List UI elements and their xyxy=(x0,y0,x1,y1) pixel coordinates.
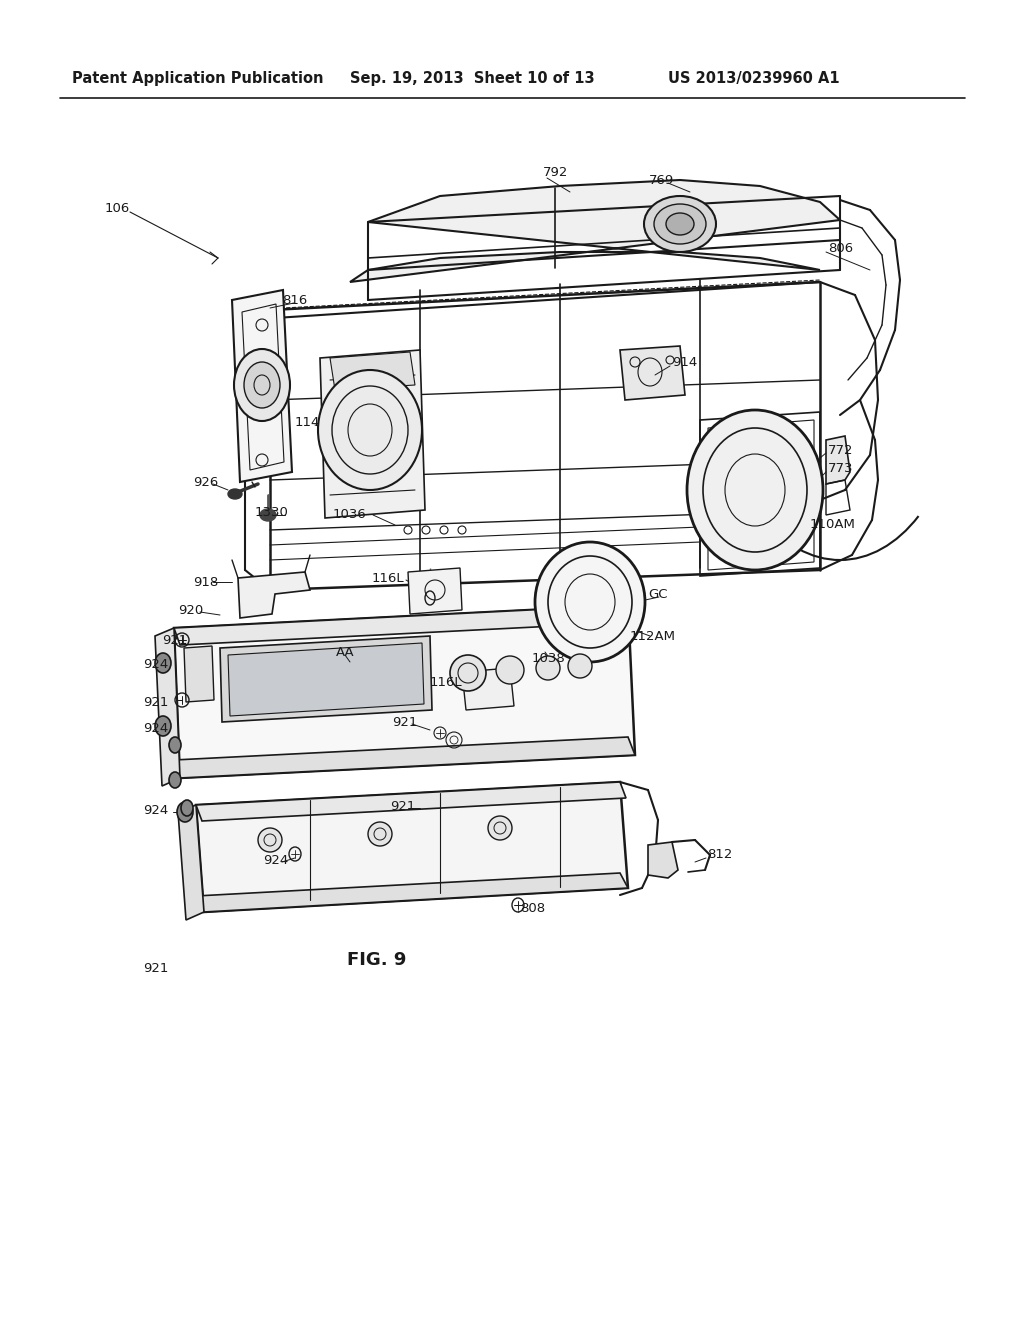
Text: 924: 924 xyxy=(143,804,168,817)
Text: 924: 924 xyxy=(143,722,168,734)
Polygon shape xyxy=(408,568,462,614)
Text: 808: 808 xyxy=(520,902,545,915)
Polygon shape xyxy=(178,805,204,920)
Ellipse shape xyxy=(536,656,560,680)
Text: 1036: 1036 xyxy=(333,508,367,521)
Ellipse shape xyxy=(368,822,392,846)
Ellipse shape xyxy=(687,411,823,570)
Ellipse shape xyxy=(169,772,181,788)
Text: 921: 921 xyxy=(392,715,418,729)
Ellipse shape xyxy=(318,370,422,490)
Polygon shape xyxy=(228,643,424,715)
Ellipse shape xyxy=(228,488,242,499)
Text: 769: 769 xyxy=(649,173,674,186)
Text: 921: 921 xyxy=(143,961,168,974)
Text: GC: GC xyxy=(648,587,668,601)
Text: US 2013/0239960 A1: US 2013/0239960 A1 xyxy=(668,70,840,86)
Text: 918: 918 xyxy=(193,576,218,589)
Ellipse shape xyxy=(244,362,280,408)
Text: 926: 926 xyxy=(193,475,218,488)
Text: AA: AA xyxy=(336,645,354,659)
Polygon shape xyxy=(174,737,635,777)
Polygon shape xyxy=(184,645,214,702)
Polygon shape xyxy=(620,346,685,400)
Ellipse shape xyxy=(450,655,486,690)
Text: 1038: 1038 xyxy=(532,652,565,665)
Text: FIG. 9: FIG. 9 xyxy=(347,950,407,969)
Polygon shape xyxy=(319,350,425,517)
Ellipse shape xyxy=(260,510,276,521)
Ellipse shape xyxy=(181,800,193,816)
Polygon shape xyxy=(330,352,415,389)
Ellipse shape xyxy=(155,715,171,737)
Polygon shape xyxy=(155,628,180,785)
Text: 921: 921 xyxy=(390,800,416,813)
Text: 792: 792 xyxy=(543,165,568,178)
Text: 772: 772 xyxy=(828,444,853,457)
Text: 924: 924 xyxy=(263,854,288,866)
Text: 106: 106 xyxy=(105,202,130,214)
Polygon shape xyxy=(648,842,678,878)
Text: 806: 806 xyxy=(828,242,853,255)
Text: 920: 920 xyxy=(178,603,203,616)
Text: 924: 924 xyxy=(143,659,168,672)
Ellipse shape xyxy=(654,205,706,244)
Ellipse shape xyxy=(258,828,282,851)
Ellipse shape xyxy=(155,653,171,673)
Ellipse shape xyxy=(666,213,694,235)
Ellipse shape xyxy=(496,656,524,684)
Ellipse shape xyxy=(177,803,193,822)
Text: Patent Application Publication: Patent Application Publication xyxy=(72,70,324,86)
Polygon shape xyxy=(462,668,514,710)
Text: 110AM: 110AM xyxy=(810,519,856,532)
Text: 773: 773 xyxy=(828,462,853,474)
Text: 921: 921 xyxy=(143,697,168,710)
Polygon shape xyxy=(196,873,628,912)
Text: 812: 812 xyxy=(707,849,732,862)
Polygon shape xyxy=(238,572,310,618)
Text: 1330: 1330 xyxy=(255,507,289,520)
Text: Sep. 19, 2013  Sheet 10 of 13: Sep. 19, 2013 Sheet 10 of 13 xyxy=(350,70,595,86)
Polygon shape xyxy=(826,436,850,484)
Polygon shape xyxy=(196,781,626,821)
Ellipse shape xyxy=(568,653,592,678)
Polygon shape xyxy=(196,781,628,912)
Ellipse shape xyxy=(644,195,716,252)
Text: 114: 114 xyxy=(295,417,321,429)
Polygon shape xyxy=(220,636,432,722)
Text: 116L: 116L xyxy=(430,676,463,689)
Text: 816: 816 xyxy=(282,294,307,308)
Ellipse shape xyxy=(535,543,645,663)
Polygon shape xyxy=(174,605,634,645)
Ellipse shape xyxy=(169,737,181,752)
Polygon shape xyxy=(232,290,292,482)
Ellipse shape xyxy=(488,816,512,840)
Text: 112AM: 112AM xyxy=(630,630,676,643)
Ellipse shape xyxy=(234,348,290,421)
Text: 921: 921 xyxy=(162,634,187,647)
Polygon shape xyxy=(174,605,635,777)
Text: 116L: 116L xyxy=(372,572,404,585)
Polygon shape xyxy=(350,180,840,282)
Text: 914: 914 xyxy=(672,355,697,368)
